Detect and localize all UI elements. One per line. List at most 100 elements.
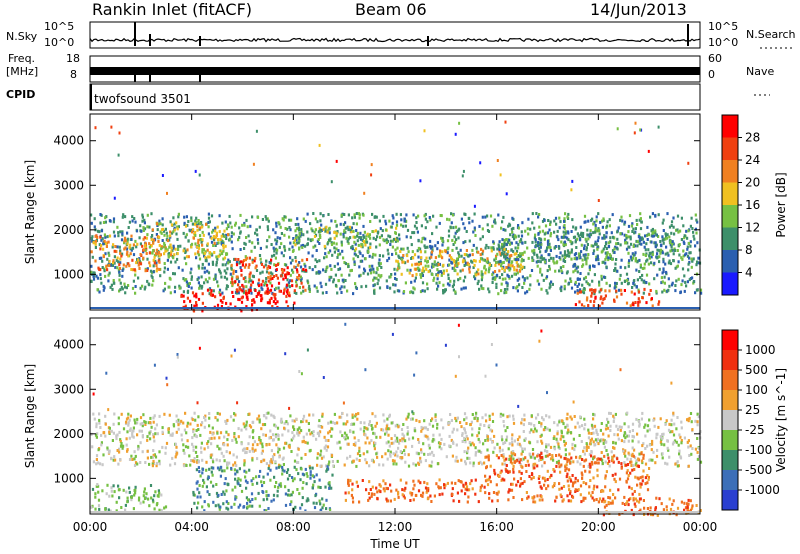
data-cell (608, 253, 611, 257)
data-cell (364, 458, 367, 462)
data-cell (555, 460, 559, 464)
data-cell (468, 221, 471, 225)
data-cell (350, 423, 353, 426)
data-cell (189, 271, 192, 275)
data-cell (263, 423, 267, 426)
data-cell (346, 456, 349, 460)
data-cell (116, 266, 119, 270)
data-cell (600, 250, 603, 254)
data-cell (160, 245, 163, 249)
data-cell (193, 457, 196, 460)
data-cell (223, 482, 226, 486)
data-cell (572, 270, 575, 274)
data-cell (309, 473, 312, 477)
data-cell (305, 472, 308, 476)
data-cell (335, 224, 338, 228)
data-cell (302, 435, 305, 439)
nsearch-tick-top: 10^5 (708, 20, 739, 33)
y-tick-label: 4000 (53, 134, 84, 148)
data-cell (273, 475, 276, 479)
data-cell (584, 423, 587, 427)
data-cell (502, 420, 505, 423)
data-cell (387, 234, 390, 238)
data-cell (476, 434, 479, 438)
data-cell (176, 252, 179, 256)
data-cell (329, 508, 332, 512)
data-cell (632, 253, 635, 257)
data-cell (391, 214, 394, 218)
data-cell (169, 260, 173, 264)
data-cell (670, 418, 673, 422)
data-cell (427, 437, 430, 441)
data-cell (153, 261, 156, 265)
data-cell (219, 299, 222, 303)
data-cell (604, 294, 607, 298)
data-cell (343, 213, 346, 216)
data-cell (194, 169, 197, 173)
data-cell (679, 435, 682, 439)
data-cell (225, 271, 228, 275)
data-cell (615, 424, 618, 428)
data-cell (136, 242, 139, 246)
data-cell (502, 442, 505, 446)
data-cell (512, 414, 515, 418)
data-cell (141, 219, 144, 223)
data-cell (560, 434, 563, 438)
data-cell (501, 252, 504, 255)
data-cell (189, 463, 192, 467)
data-cell (311, 431, 314, 435)
data-cell (248, 256, 251, 260)
data-cell (261, 490, 264, 493)
data-cell (557, 459, 560, 463)
data-cell (104, 220, 107, 224)
data-cell (503, 424, 506, 428)
data-cell (567, 231, 570, 235)
data-cell (183, 256, 186, 260)
data-cell (447, 234, 451, 238)
data-cell (208, 412, 211, 415)
data-cell (312, 413, 315, 417)
data-cell (324, 270, 327, 273)
data-cell (123, 241, 126, 245)
data-cell (646, 258, 649, 262)
data-cell (451, 284, 454, 288)
data-cell (216, 411, 219, 415)
data-cell (639, 263, 642, 267)
data-cell (208, 292, 211, 296)
data-cell (149, 421, 152, 424)
data-cell (139, 224, 142, 228)
data-cell (195, 256, 198, 260)
data-cell (392, 462, 395, 466)
data-cell (290, 500, 293, 504)
data-cell (692, 280, 695, 284)
data-cell (477, 461, 480, 465)
data-cell (238, 235, 241, 239)
data-cell (420, 493, 423, 497)
data-cell (451, 440, 455, 444)
data-cell (237, 477, 240, 481)
data-cell (125, 420, 128, 424)
data-cell (419, 262, 422, 266)
data-cell (191, 222, 194, 226)
data-cell (402, 423, 405, 426)
data-cell (190, 219, 193, 223)
data-cell (466, 451, 469, 455)
data-cell (429, 218, 432, 222)
data-cell (275, 443, 278, 447)
data-cell (672, 216, 675, 220)
colorbar-segment (722, 160, 738, 183)
data-cell (292, 241, 295, 245)
data-cell (380, 428, 383, 432)
data-cell (245, 423, 248, 427)
data-cell (177, 244, 180, 248)
data-cell (615, 258, 618, 261)
data-cell (641, 296, 644, 300)
data-cell (421, 271, 424, 275)
data-cell (412, 412, 415, 416)
data-cell (433, 263, 436, 267)
data-cell (651, 250, 654, 254)
data-cell (575, 226, 578, 230)
data-cell (624, 454, 627, 458)
data-cell (212, 228, 215, 232)
data-cell (331, 427, 334, 431)
